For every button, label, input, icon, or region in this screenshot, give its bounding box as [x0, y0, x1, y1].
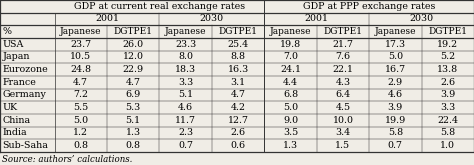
Text: 2.3: 2.3 [178, 128, 193, 137]
Text: 7.6: 7.6 [335, 52, 350, 61]
Text: 5.0: 5.0 [388, 52, 403, 61]
Text: 4.5: 4.5 [335, 103, 350, 112]
Text: China: China [2, 116, 30, 125]
Text: 23.3: 23.3 [175, 40, 196, 49]
Text: 3.9: 3.9 [440, 90, 456, 99]
Text: Japanese: Japanese [165, 27, 206, 36]
Text: 3.3: 3.3 [440, 103, 456, 112]
Text: 0.7: 0.7 [388, 141, 403, 150]
Text: 22.9: 22.9 [123, 65, 144, 74]
Text: 5.0: 5.0 [283, 103, 298, 112]
Text: 22.4: 22.4 [438, 116, 458, 125]
Text: DGTPE1: DGTPE1 [428, 27, 467, 36]
Text: 7.2: 7.2 [73, 90, 88, 99]
Text: 2.6: 2.6 [230, 128, 246, 137]
Text: 2030: 2030 [200, 15, 224, 23]
Text: 4.6: 4.6 [388, 90, 403, 99]
Text: 3.1: 3.1 [230, 78, 246, 87]
Text: 17.3: 17.3 [385, 40, 406, 49]
Text: 5.2: 5.2 [440, 52, 456, 61]
Text: 16.3: 16.3 [228, 65, 249, 74]
Text: 6.8: 6.8 [283, 90, 298, 99]
Text: Japanese: Japanese [60, 27, 101, 36]
Text: Japanese: Japanese [270, 27, 311, 36]
Text: 21.7: 21.7 [332, 40, 354, 49]
Text: 10.0: 10.0 [332, 116, 354, 125]
Text: 23.7: 23.7 [70, 40, 91, 49]
Text: 0.8: 0.8 [126, 141, 141, 150]
Text: 5.5: 5.5 [73, 103, 88, 112]
Text: 8.8: 8.8 [230, 52, 246, 61]
Text: 4.4: 4.4 [283, 78, 298, 87]
Text: GDP at PPP exchange rates: GDP at PPP exchange rates [303, 2, 435, 11]
Text: USA: USA [2, 40, 24, 49]
Text: 19.9: 19.9 [385, 116, 406, 125]
Text: 9.0: 9.0 [283, 116, 298, 125]
Text: 0.7: 0.7 [178, 141, 193, 150]
Text: 13.8: 13.8 [437, 65, 458, 74]
Text: UK: UK [2, 103, 18, 112]
Text: India: India [2, 128, 27, 137]
Text: 4.7: 4.7 [73, 78, 88, 87]
Text: Japan: Japan [2, 52, 30, 61]
Text: 1.3: 1.3 [283, 141, 298, 150]
Text: 4.7: 4.7 [126, 78, 141, 87]
Text: 24.8: 24.8 [70, 65, 91, 74]
Text: 4.6: 4.6 [178, 103, 193, 112]
Text: DGTPE1: DGTPE1 [323, 27, 363, 36]
Text: 16.7: 16.7 [385, 65, 406, 74]
Text: 7.0: 7.0 [283, 52, 298, 61]
Text: 0.8: 0.8 [73, 141, 88, 150]
Text: 2001: 2001 [95, 15, 119, 23]
Text: Source: authors’ calculations.: Source: authors’ calculations. [2, 155, 133, 164]
Text: 11.7: 11.7 [175, 116, 196, 125]
Text: 1.3: 1.3 [126, 128, 141, 137]
Text: 10.5: 10.5 [70, 52, 91, 61]
Text: France: France [2, 78, 36, 87]
Text: Eurozone: Eurozone [2, 65, 48, 74]
Text: 4.3: 4.3 [335, 78, 350, 87]
Text: 19.8: 19.8 [280, 40, 301, 49]
Text: 25.4: 25.4 [228, 40, 248, 49]
Text: %: % [2, 27, 11, 36]
Text: 8.0: 8.0 [178, 52, 193, 61]
Text: 2.6: 2.6 [440, 78, 456, 87]
Text: 5.3: 5.3 [126, 103, 141, 112]
Text: 0.6: 0.6 [230, 141, 246, 150]
Text: 6.9: 6.9 [126, 90, 141, 99]
Text: 1.2: 1.2 [73, 128, 88, 137]
Text: DGTPE1: DGTPE1 [219, 27, 257, 36]
Text: 5.1: 5.1 [126, 116, 141, 125]
Text: 3.4: 3.4 [335, 128, 350, 137]
Text: 12.0: 12.0 [123, 52, 144, 61]
Text: 26.0: 26.0 [123, 40, 144, 49]
Text: 5.8: 5.8 [388, 128, 403, 137]
Text: 1.0: 1.0 [440, 141, 456, 150]
Text: Germany: Germany [2, 90, 46, 99]
Text: 19.2: 19.2 [437, 40, 458, 49]
Text: 3.5: 3.5 [283, 128, 298, 137]
Text: 18.3: 18.3 [175, 65, 196, 74]
Text: 2030: 2030 [410, 15, 434, 23]
Text: 4.2: 4.2 [230, 103, 246, 112]
Text: 12.7: 12.7 [228, 116, 248, 125]
Text: 5.1: 5.1 [178, 90, 193, 99]
Text: 22.1: 22.1 [332, 65, 354, 74]
Text: GDP at current real exchange rates: GDP at current real exchange rates [74, 2, 245, 11]
Text: Sub-Saha: Sub-Saha [2, 141, 48, 150]
Text: 6.4: 6.4 [335, 90, 350, 99]
Text: 5.8: 5.8 [440, 128, 456, 137]
Text: 1.5: 1.5 [335, 141, 350, 150]
Text: 24.1: 24.1 [280, 65, 301, 74]
Text: Japanese: Japanese [374, 27, 416, 36]
Text: 2.9: 2.9 [388, 78, 403, 87]
Text: 5.0: 5.0 [73, 116, 88, 125]
Text: 2001: 2001 [305, 15, 328, 23]
Text: 3.3: 3.3 [178, 78, 193, 87]
Text: DGTPE1: DGTPE1 [114, 27, 153, 36]
Text: 3.9: 3.9 [388, 103, 403, 112]
Text: 4.7: 4.7 [230, 90, 246, 99]
